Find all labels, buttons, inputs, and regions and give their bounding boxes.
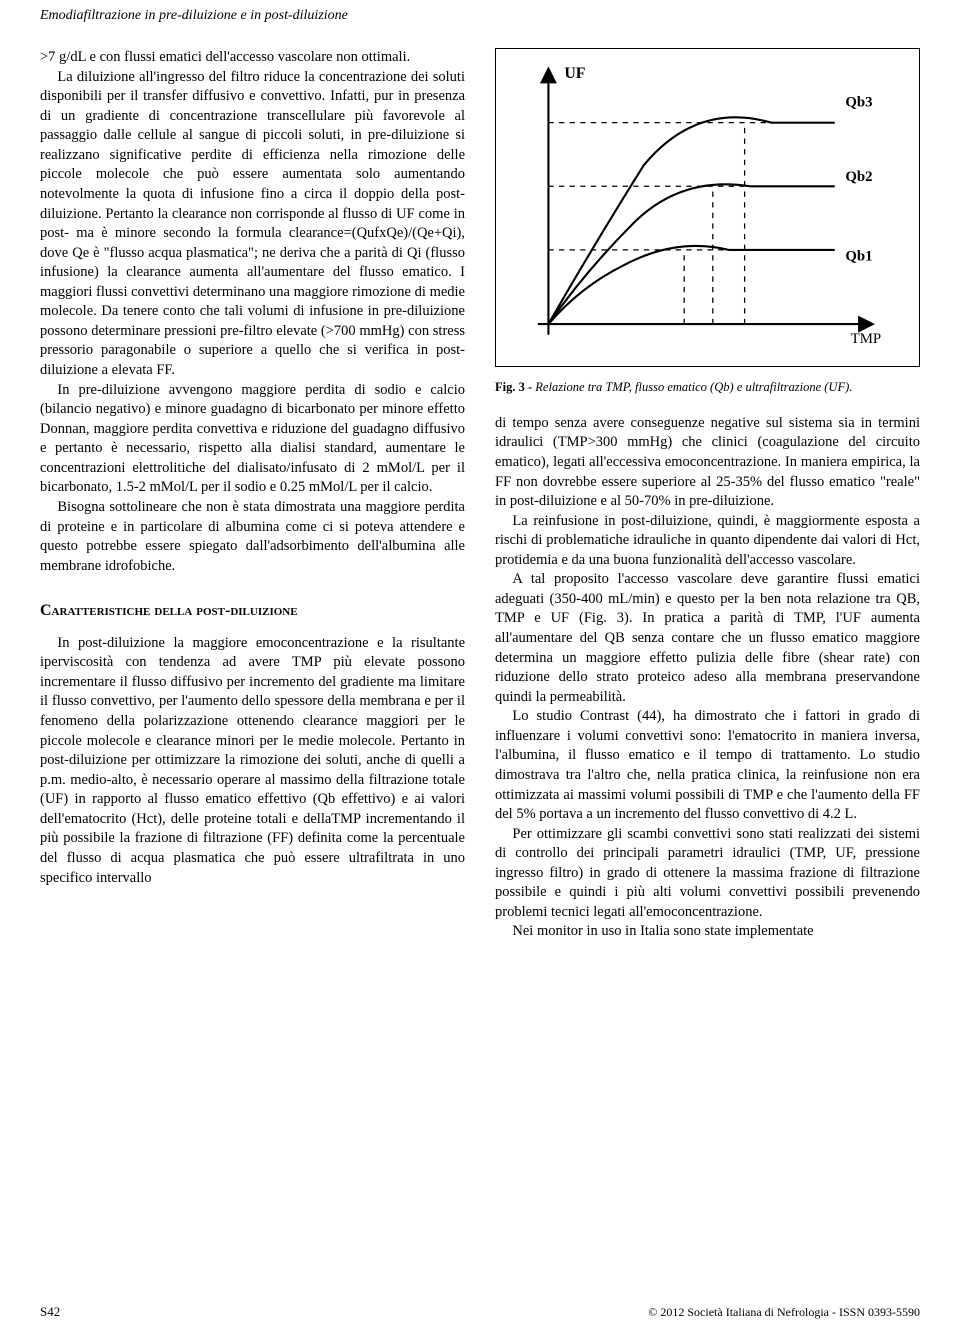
fig-caption-text: Relazione tra TMP, flusso ematico (Qb) e… bbox=[535, 380, 852, 394]
label-qb1: Qb1 bbox=[845, 248, 872, 264]
left-p2: La diluizione all'ingresso del filtro ri… bbox=[40, 68, 465, 381]
left-p5: In post-diluizione la maggiore emoconcen… bbox=[40, 634, 465, 888]
copyright-text: © 2012 Società Italiana di Nefrologia - … bbox=[648, 1305, 920, 1320]
left-p1: >7 g/dL e con flussi ematici dell'access… bbox=[40, 48, 465, 68]
label-qb3: Qb3 bbox=[845, 95, 872, 111]
figure-3-caption: Fig. 3 - Relazione tra TMP, flusso emati… bbox=[495, 379, 920, 396]
right-p6: Nei monitor in uso in Italia sono state … bbox=[495, 922, 920, 942]
two-column-content: >7 g/dL e con flussi ematici dell'access… bbox=[0, 28, 960, 942]
x-axis-label: TMP bbox=[851, 331, 882, 347]
page-footer: S42 © 2012 Società Italiana di Nefrologi… bbox=[40, 1304, 920, 1320]
fig-caption-bold: Fig. 3 - bbox=[495, 380, 535, 394]
figure-3-chart: UF TMP Qb3 Qb2 bbox=[495, 48, 920, 367]
left-p3: In pre-diluizione avvengono maggiore per… bbox=[40, 381, 465, 498]
curve-qb2 bbox=[548, 184, 834, 324]
label-qb2: Qb2 bbox=[845, 169, 872, 185]
right-column: UF TMP Qb3 Qb2 bbox=[495, 48, 920, 942]
right-p2: La reinfusione in post-diluizione, quind… bbox=[495, 512, 920, 571]
right-p4: Lo studio Contrast (44), ha dimostrato c… bbox=[495, 707, 920, 824]
section-heading-post-diluizione: Caratteristiche della post-diluizione bbox=[40, 600, 465, 622]
curve-qb3 bbox=[548, 117, 834, 324]
right-p5: Per ottimizzare gli scambi convettivi so… bbox=[495, 825, 920, 923]
y-axis-label: UF bbox=[564, 65, 585, 82]
right-p3: A tal proposito l'accesso vascolare deve… bbox=[495, 570, 920, 707]
page-number: S42 bbox=[40, 1304, 60, 1320]
left-column: >7 g/dL e con flussi ematici dell'access… bbox=[40, 48, 465, 942]
running-header: Emodiafiltrazione in pre-diluizione e in… bbox=[0, 0, 960, 28]
curve-qb1 bbox=[548, 246, 834, 324]
uf-tmp-chart-svg: UF TMP Qb3 Qb2 bbox=[506, 59, 909, 356]
running-title: Emodiafiltrazione in pre-diluizione e in… bbox=[40, 8, 348, 23]
right-p1: di tempo senza avere conseguenze negativ… bbox=[495, 414, 920, 512]
left-p4: Bisogna sottolineare che non è stata dim… bbox=[40, 498, 465, 576]
